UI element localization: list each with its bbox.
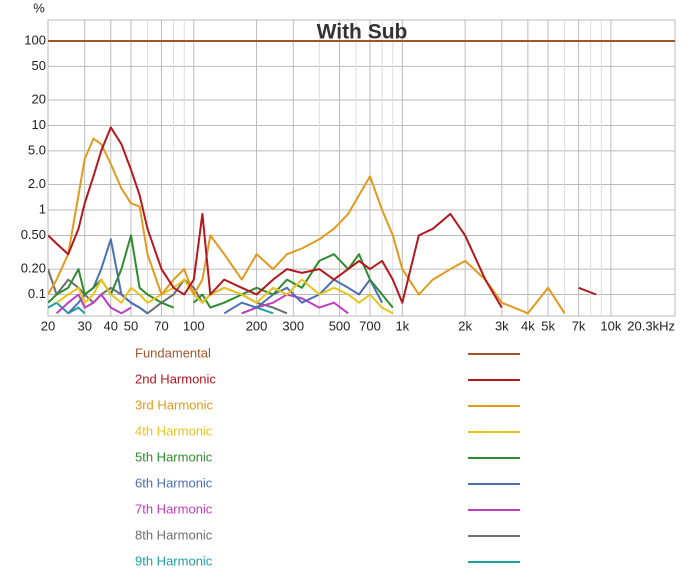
y-tick-label: 50	[32, 58, 46, 73]
y-tick-label: 0.50	[21, 227, 46, 242]
y-tick-label: 5.0	[28, 142, 46, 157]
legend: Fundamental 2nd Harmonic 3rd Harmonic 4th H…	[135, 345, 520, 568]
lines	[48, 40, 675, 315]
y-tick-label: 2.0	[28, 176, 46, 191]
x-tick-label: 40	[104, 318, 118, 333]
x-tick-label: 70	[154, 318, 168, 333]
legend-label: 3rd Harmonic	[135, 397, 214, 412]
x-tick-label: 700	[359, 318, 381, 333]
x-tick-label: 7k	[572, 318, 586, 333]
series-line	[56, 278, 394, 315]
y-tick-label: 20	[32, 91, 46, 106]
legend-label: Fundamental	[135, 345, 211, 360]
y-tick-label: 1	[39, 201, 46, 216]
x-tick-label: 500	[329, 318, 351, 333]
plot-frame	[47, 19, 676, 317]
x-tick-label: 4k	[521, 318, 535, 333]
legend-label: 7th Harmonic	[135, 501, 213, 516]
legend-label: 6th Harmonic	[135, 475, 213, 490]
y-tick-label: 0.1	[28, 286, 46, 301]
x-tick-label: 3k	[495, 318, 509, 333]
y-axis-label: %	[33, 0, 45, 15]
legend-label: 4th Harmonic	[135, 423, 213, 438]
x-tick-label: 200	[246, 318, 268, 333]
x-tick-label: 30	[77, 318, 91, 333]
x-tick-label: 1k	[395, 318, 409, 333]
series-line	[67, 238, 383, 315]
x-tick-label: 20.3kHz	[627, 318, 675, 333]
legend-label: 5th Harmonic	[135, 449, 213, 464]
x-tick-label: 50	[124, 318, 138, 333]
x-tick-label: 20	[41, 318, 55, 333]
y-tick-label: 10	[32, 117, 46, 132]
y-tick-label: 100	[24, 32, 46, 47]
legend-label: 9th Harmonic	[135, 553, 213, 568]
x-tick-label: 2k	[458, 318, 472, 333]
y-tick-label: 0.20	[21, 261, 46, 276]
x-tick-label: 5k	[541, 318, 555, 333]
legend-label: 8th Harmonic	[135, 527, 213, 542]
grid: 100 50 20 10 5.0 2.0 1 0.50 0.20 0.1 20 30 40 50 70 100…	[21, 20, 676, 333]
chart-title: With Sub	[317, 21, 408, 44]
x-tick-label: 100	[183, 318, 205, 333]
series-line	[55, 293, 349, 315]
legend-label: 2nd Harmonic	[135, 371, 216, 386]
series-line	[48, 126, 597, 309]
x-tick-label: 10k	[600, 318, 621, 333]
x-tick-label: 300	[282, 318, 304, 333]
series-line	[48, 137, 566, 315]
